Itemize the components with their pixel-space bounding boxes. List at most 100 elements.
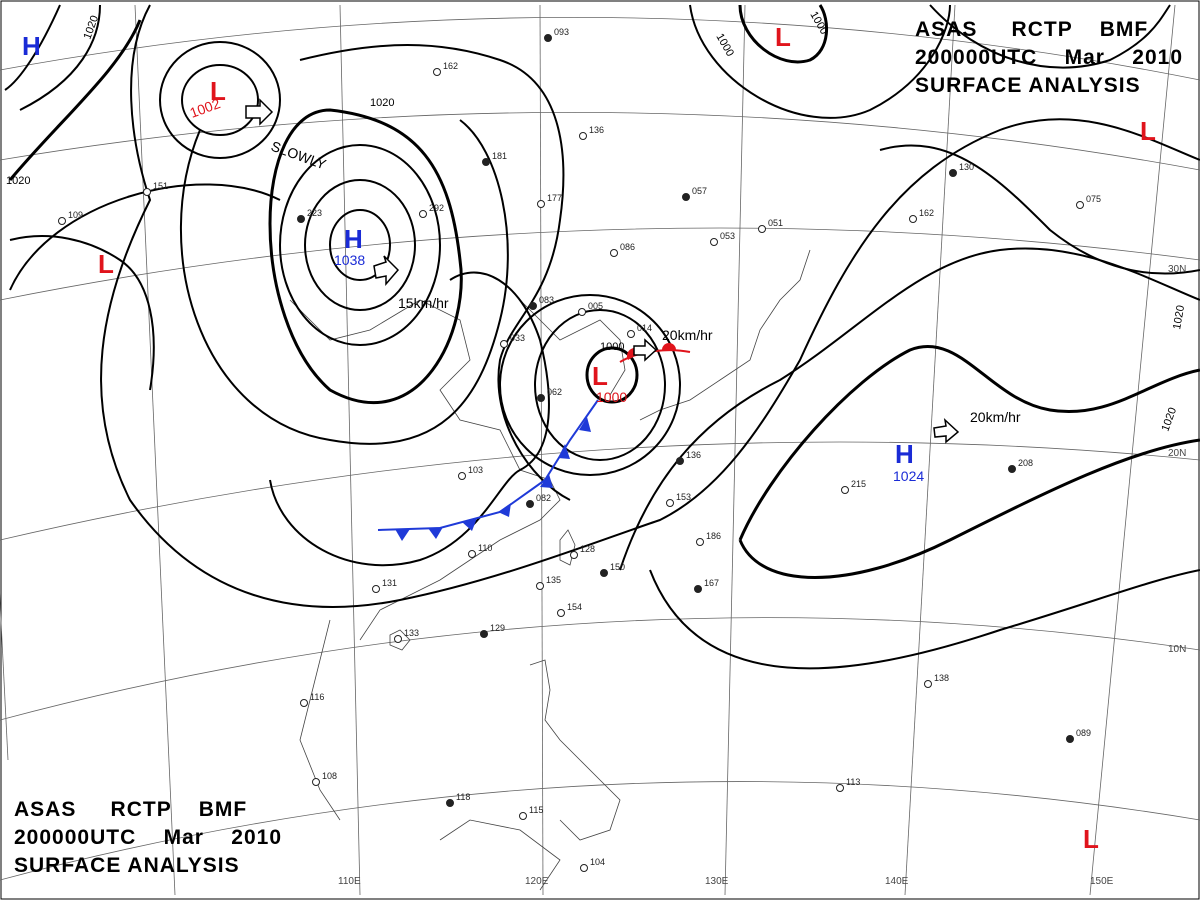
coastlines — [289, 249, 811, 891]
meridian-line — [539, 4, 544, 896]
longitude-label: 150E — [1090, 876, 1114, 887]
isobar-line — [9, 183, 281, 291]
station-circle-icon — [578, 308, 586, 316]
central-pressure-label: 1038 — [334, 252, 365, 268]
meridian-line — [1089, 4, 1176, 896]
station-pressure-label: 215 — [851, 479, 866, 489]
high-center-marker: H — [22, 31, 41, 61]
station-pressure-label: 103 — [468, 465, 483, 475]
motion-label: 20km/hr — [970, 409, 1021, 425]
isobar-line — [269, 271, 550, 567]
graticule — [0, 4, 1200, 896]
isobar-label: 1000 — [600, 341, 624, 353]
low-center-marker: L — [592, 361, 608, 391]
station-circle-icon — [836, 784, 844, 792]
station-circle-icon — [458, 472, 466, 480]
agency-label: ASAS — [14, 798, 77, 821]
cold-front-triangle — [462, 518, 477, 531]
bmf-label: BMF — [198, 798, 248, 821]
month-label: Mar — [163, 826, 204, 849]
station-circle-icon — [143, 188, 151, 196]
isobar-line — [879, 144, 1200, 275]
isobar-label: 1020 — [1171, 304, 1187, 330]
station-pressure-label: 131 — [382, 578, 397, 588]
philippines-coast — [529, 659, 621, 841]
station-pressure-label: 062 — [547, 387, 562, 397]
meridian-line — [0, 593, 9, 761]
product-label: SURFACE ANALYSIS — [915, 74, 1141, 97]
low-center-marker: L — [1140, 116, 1156, 146]
isobar-line — [738, 345, 1200, 541]
station-circle-icon — [1076, 201, 1084, 209]
station-pressure-label: 129 — [490, 623, 505, 633]
station-circle-icon — [1066, 735, 1074, 743]
station-circle-icon — [526, 500, 534, 508]
warm-front-bump — [662, 343, 676, 350]
station-circle-icon — [394, 635, 402, 643]
cold-front-triangle — [498, 503, 511, 517]
borneo-coast — [439, 819, 561, 891]
station-pressure-label: 186 — [706, 531, 721, 541]
station-circle-icon — [300, 699, 308, 707]
bmf-label: BMF — [1099, 18, 1149, 41]
month-label: Mar — [1064, 46, 1105, 69]
agency-label: ASAS — [915, 18, 978, 41]
title-line-2: 200000UTC Mar 2010 — [14, 824, 282, 852]
station-circle-icon — [544, 34, 552, 42]
station-pressure-label: 014 — [637, 323, 652, 333]
station-pressure-label: 162 — [443, 61, 458, 71]
china-coast — [289, 299, 561, 641]
station-pressure-label: 083 — [539, 295, 554, 305]
longitude-label: 110E — [338, 876, 361, 887]
station-pressure-label: 181 — [492, 151, 507, 161]
station-circle-icon — [537, 394, 545, 402]
station-circle-icon — [537, 200, 545, 208]
pressure-centers: H L H L H L L L L — [22, 22, 1156, 854]
station-pressure-label: 130 — [959, 162, 974, 172]
station-circle-icon — [666, 499, 674, 507]
isobar-line — [304, 179, 416, 311]
isobar-line — [279, 144, 441, 346]
cold-front-triangle — [540, 474, 553, 488]
station-circle-icon — [519, 812, 527, 820]
station-circle-icon — [500, 340, 508, 348]
station-pressure-label: 118 — [456, 792, 470, 802]
station-circle-icon — [1008, 465, 1016, 473]
isobar-line — [649, 569, 1200, 670]
motion-arrow-icon — [373, 255, 400, 287]
station-circle-icon — [949, 169, 957, 177]
meridian-line — [134, 4, 176, 896]
station-circle-icon — [480, 630, 488, 638]
title-line-1: ASAS RCTP BMF — [915, 16, 1183, 44]
korea-coast — [519, 299, 626, 396]
motion-arrow-icon — [633, 338, 658, 362]
station-pressure-label: 086 — [620, 242, 635, 252]
latitude-label: 20N — [1168, 448, 1186, 459]
central-pressure-label: 1000 — [596, 389, 627, 405]
isobar-line — [299, 44, 571, 501]
isobar-line — [4, 4, 61, 91]
station-pressure-label: 033 — [510, 333, 525, 343]
station-circle-icon — [482, 158, 490, 166]
station-pressure-label: 115 — [529, 805, 543, 815]
station-circle-icon — [841, 486, 849, 494]
title-line-3: SURFACE ANALYSIS — [14, 852, 282, 880]
station-circle-icon — [312, 778, 320, 786]
parallel-line — [0, 781, 1200, 881]
year-label: 2010 — [231, 826, 282, 849]
meridian-line — [724, 4, 746, 896]
station-circle-icon — [297, 215, 305, 223]
title-line-3: SURFACE ANALYSIS — [915, 72, 1183, 100]
station-pressure-label: 136 — [589, 125, 604, 135]
meridian-line — [339, 4, 361, 896]
product-label: SURFACE ANALYSIS — [14, 854, 240, 877]
station-pressure-label: 151 — [153, 181, 168, 191]
station-pressure-label: 154 — [567, 602, 582, 612]
station-pressure-label: 150 — [610, 562, 625, 572]
station-pressure-label: 057 — [692, 186, 707, 196]
station-circle-icon — [536, 582, 544, 590]
cold-front-triangle — [395, 529, 410, 541]
year-label: 2010 — [1132, 46, 1183, 69]
motion-label: 20km/hr — [662, 327, 713, 343]
